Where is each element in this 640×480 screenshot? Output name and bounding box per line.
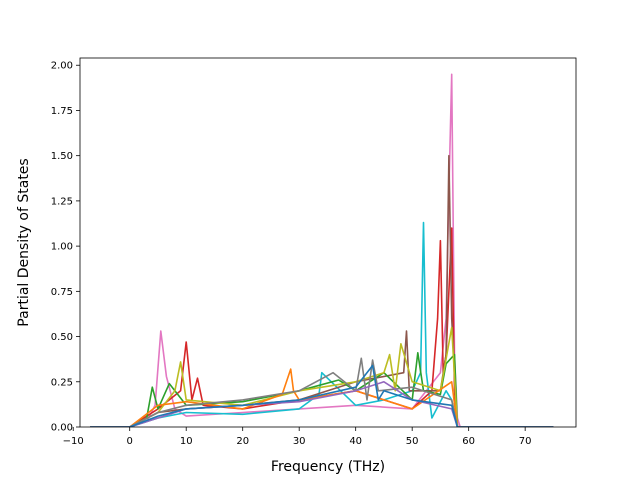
y-tick-label: 1.75 — [51, 106, 73, 117]
series-layer — [90, 73, 554, 427]
series-line-10 — [90, 364, 554, 427]
y-tick-label: 0.00 — [51, 423, 73, 434]
plot-frame — [79, 57, 577, 428]
x-axis-label: Frequency (THz) — [271, 459, 385, 475]
series-line-8 — [90, 357, 554, 427]
series-line-4 — [90, 154, 554, 427]
y-axis-label: Partial Density of States — [16, 158, 32, 326]
x-tick-label: 20 — [236, 436, 249, 447]
y-tick-label: 0.50 — [51, 332, 73, 343]
y-tick-label: 0.25 — [51, 377, 73, 388]
x-tick-label: 50 — [406, 436, 419, 447]
axes-layer: −10 0 10 20 30 40 50 60 70 0.00 0.25 0.50 0.75 1.00 1.… — [51, 57, 577, 447]
x-tick-label: 70 — [519, 436, 532, 447]
x-tick-label: 60 — [462, 436, 475, 447]
y-tick-label: 0.75 — [51, 287, 73, 298]
x-tick-label: 10 — [180, 436, 193, 447]
y-tick-label: 1.00 — [51, 242, 73, 253]
y-tick-label: 1.50 — [51, 151, 73, 162]
x-tick-label: −10 — [63, 436, 84, 447]
series-line-5 — [90, 351, 554, 427]
x-tick-label: 40 — [349, 436, 362, 447]
series-line-1 — [90, 73, 554, 427]
series-line-7 — [90, 368, 554, 427]
y-tick-label: 2.00 — [51, 61, 73, 72]
x-tick-label: 0 — [127, 436, 133, 447]
y-tick-label: 1.25 — [51, 196, 73, 207]
x-tick-label: 30 — [293, 436, 306, 447]
